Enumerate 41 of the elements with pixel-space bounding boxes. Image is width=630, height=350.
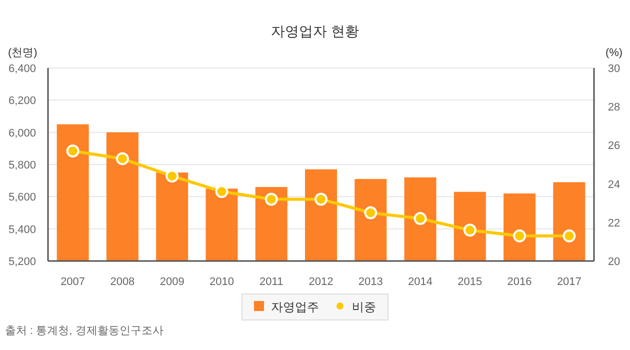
chart-title: 자영업자 현황: [271, 23, 359, 39]
x-tick-label: 2017: [556, 276, 582, 288]
point: [66, 144, 80, 158]
point: [314, 192, 328, 206]
x-tick-label: 2016: [507, 276, 532, 288]
y-tick-label: 5,200: [8, 256, 36, 268]
point: [215, 185, 228, 198]
source-note: 출처 : 통계청, 경제활동인구조사: [5, 325, 164, 337]
x-tick-label: 2013: [358, 276, 383, 288]
y-tick-label: 5,800: [8, 160, 36, 172]
y-tick-label: 6,200: [8, 95, 36, 108]
x-tick-label: 2010: [209, 276, 234, 288]
x-tick-label: 2012: [308, 276, 334, 288]
y-tick-label: 6,000: [8, 127, 36, 140]
y2-tick-label: 22: [608, 217, 620, 230]
point: [562, 229, 576, 242]
x-tick-label: 2008: [110, 276, 135, 288]
x-tick-label: 2007: [60, 276, 86, 288]
y-tick-label: 5,400: [8, 224, 36, 236]
legend-label: 비중: [352, 300, 376, 314]
x-tick-label: 2011: [260, 276, 284, 288]
y2-tick-label: 20: [608, 256, 620, 268]
y2-tick-label: 30: [608, 63, 620, 75]
point: [166, 170, 179, 183]
y-tick-label: 5,600: [8, 192, 36, 204]
point: [414, 212, 427, 226]
point: [463, 224, 476, 237]
x-tick-label: 2015: [458, 276, 482, 288]
point: [364, 206, 378, 220]
y2-tick-label: 26: [608, 140, 620, 152]
y2-tick-label: 28: [608, 102, 620, 114]
y2-axis-title: (%): [605, 47, 623, 59]
legend-label: 자영업주: [271, 300, 319, 314]
point: [513, 229, 526, 242]
x-tick-label: 2014: [408, 276, 433, 288]
point: [116, 152, 129, 166]
point: [264, 192, 278, 206]
x-tick-label: 2009: [160, 276, 184, 288]
y-tick-label: 6,400: [8, 63, 36, 75]
y-axis-title: (천명): [8, 47, 38, 59]
y2-tick-label: 24: [608, 178, 620, 191]
